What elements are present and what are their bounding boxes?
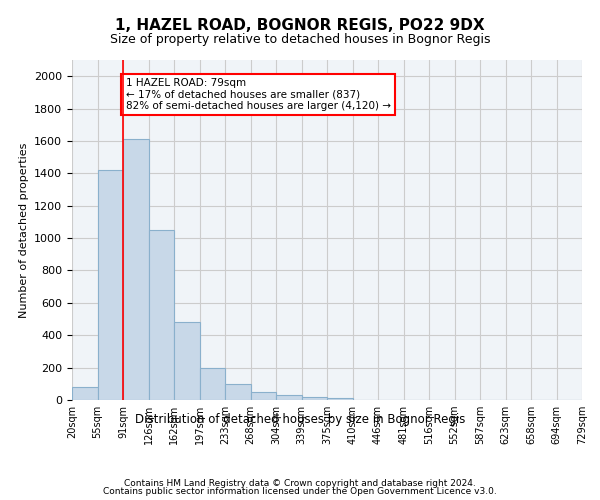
Bar [97,170,123,400]
Bar [251,392,276,400]
Bar [327,398,353,400]
Bar [199,368,225,400]
Text: 1, HAZEL ROAD, BOGNOR REGIS, PO22 9DX: 1, HAZEL ROAD, BOGNOR REGIS, PO22 9DX [115,18,485,32]
Text: Size of property relative to detached houses in Bognor Regis: Size of property relative to detached ho… [110,32,490,46]
Bar [72,387,97,400]
Text: Contains public sector information licensed under the Open Government Licence v3: Contains public sector information licen… [103,487,497,496]
Bar [123,140,149,400]
Text: Contains HM Land Registry data © Crown copyright and database right 2024.: Contains HM Land Registry data © Crown c… [124,478,476,488]
Bar [149,230,174,400]
Text: Distribution of detached houses by size in Bognor Regis: Distribution of detached houses by size … [135,412,465,426]
Bar [302,397,327,400]
Bar [276,395,302,400]
Bar [174,322,199,400]
Text: 1 HAZEL ROAD: 79sqm
← 17% of detached houses are smaller (837)
82% of semi-detac: 1 HAZEL ROAD: 79sqm ← 17% of detached ho… [125,78,391,111]
Y-axis label: Number of detached properties: Number of detached properties [19,142,29,318]
Bar [225,384,251,400]
